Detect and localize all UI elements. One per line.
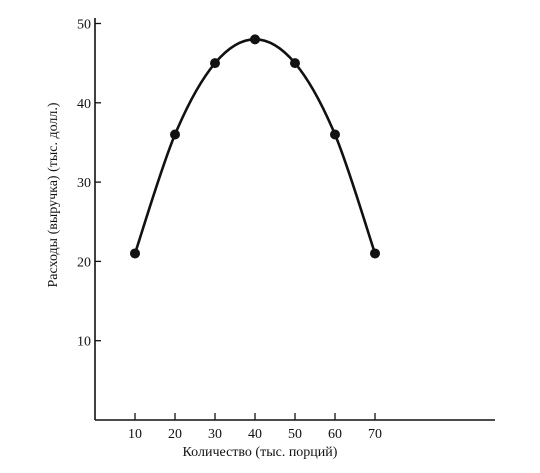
data-point xyxy=(250,34,260,45)
x-tick-label: 10 xyxy=(128,427,142,442)
data-point xyxy=(130,248,140,259)
data-point xyxy=(330,129,340,140)
data-point xyxy=(370,248,380,259)
y-tick-label: 50 xyxy=(77,18,91,33)
series-markers xyxy=(130,34,380,259)
axes xyxy=(94,18,495,421)
y-axis-title: Расходы (выручка) (тыс. долл.) xyxy=(46,102,61,287)
x-tick-label: 40 xyxy=(248,427,262,442)
x-tick-label: 60 xyxy=(328,427,342,442)
y-tick-label: 30 xyxy=(77,176,91,191)
series-line xyxy=(133,38,377,254)
y-tick-label: 40 xyxy=(77,97,91,112)
data-point xyxy=(170,129,180,140)
x-ticks: 10 20 30 40 50 60 70 xyxy=(128,413,382,442)
x-tick-label: 20 xyxy=(168,427,182,442)
data-point xyxy=(290,58,300,69)
x-tick-label: 70 xyxy=(368,427,382,442)
x-axis-title: Количество (тыс. порций) xyxy=(183,445,338,460)
x-tick-label: 30 xyxy=(208,427,222,442)
x-tick-label: 50 xyxy=(288,427,302,442)
y-tick-label: 10 xyxy=(77,335,91,350)
y-ticks: 10 20 30 40 50 xyxy=(77,18,101,350)
data-point xyxy=(210,58,220,69)
y-tick-label: 20 xyxy=(77,255,91,270)
